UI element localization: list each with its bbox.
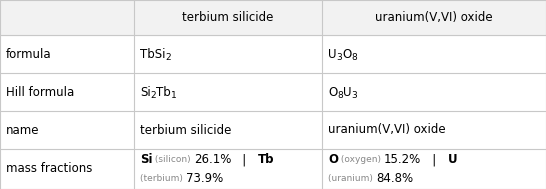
Text: 2: 2: [151, 91, 156, 100]
Text: TbSi: TbSi: [140, 47, 165, 60]
Text: (silicon): (silicon): [152, 155, 194, 164]
Text: 84.8%: 84.8%: [376, 172, 413, 185]
Text: 73.9%: 73.9%: [186, 172, 223, 185]
Text: 26.1%: 26.1%: [194, 153, 231, 166]
Text: O: O: [328, 85, 337, 98]
Text: formula: formula: [6, 47, 52, 60]
Text: terbium silicide: terbium silicide: [182, 11, 274, 24]
Text: 8: 8: [337, 91, 343, 100]
Text: 3: 3: [337, 53, 342, 62]
Text: (terbium): (terbium): [140, 174, 186, 183]
Text: Si: Si: [140, 153, 152, 166]
Text: 3: 3: [352, 91, 358, 100]
Text: Hill formula: Hill formula: [6, 85, 74, 98]
Text: (uranium): (uranium): [328, 174, 376, 183]
Text: U: U: [343, 85, 352, 98]
Text: name: name: [6, 123, 39, 136]
Text: 15.2%: 15.2%: [384, 153, 422, 166]
Text: O: O: [342, 47, 352, 60]
Text: Si: Si: [140, 85, 151, 98]
Text: O: O: [328, 153, 338, 166]
Text: uranium(V,VI) oxide: uranium(V,VI) oxide: [375, 11, 493, 24]
Text: Tb: Tb: [156, 85, 171, 98]
Text: U: U: [448, 153, 458, 166]
Text: 8: 8: [352, 53, 358, 62]
Text: Tb: Tb: [258, 153, 274, 166]
Text: (oxygen): (oxygen): [338, 155, 384, 164]
Text: uranium(V,VI) oxide: uranium(V,VI) oxide: [328, 123, 446, 136]
Text: terbium silicide: terbium silicide: [140, 123, 231, 136]
Text: 1: 1: [171, 91, 177, 100]
Polygon shape: [0, 0, 546, 35]
Text: U: U: [328, 47, 337, 60]
Text: |: |: [422, 153, 448, 166]
Text: mass fractions: mass fractions: [6, 163, 92, 176]
Text: |: |: [231, 153, 258, 166]
Text: 2: 2: [165, 53, 171, 62]
